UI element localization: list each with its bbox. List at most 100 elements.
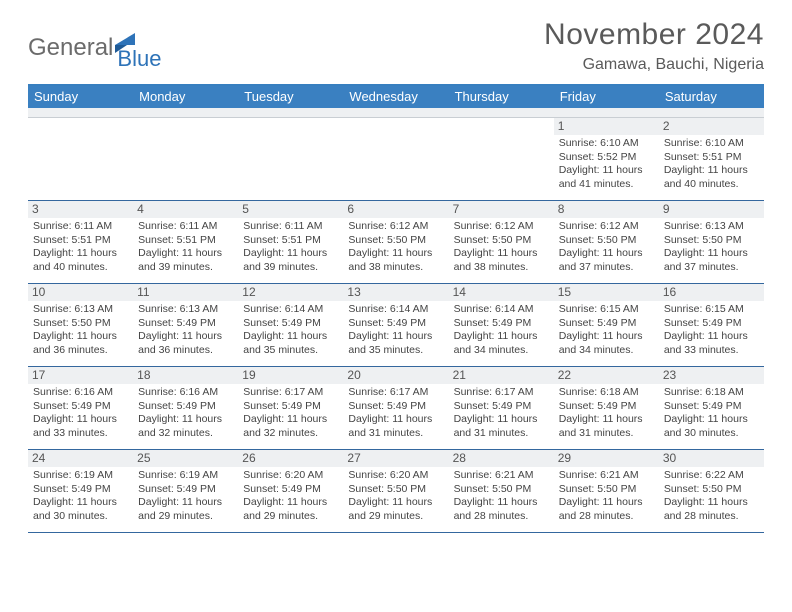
day-cell: 13Sunrise: 6:14 AMSunset: 5:49 PMDayligh… [343,284,448,366]
sunrise-text: Sunrise: 6:18 AM [559,386,654,399]
day-number: 22 [554,367,659,384]
location-text: Gamawa, Bauchi, Nigeria [544,56,764,74]
day-cell: 3Sunrise: 6:11 AMSunset: 5:51 PMDaylight… [28,201,133,283]
sunset-text: Sunset: 5:51 PM [664,151,759,164]
calendar-page: General Blue November 2024 Gamawa, Bauch… [0,0,792,543]
weekday-header: Saturday [659,86,764,108]
sunrise-text: Sunrise: 6:22 AM [664,469,759,482]
day-cell: . [28,118,133,200]
weekday-header: Sunday [28,86,133,108]
day-number: 15 [554,284,659,301]
day-cell: . [343,118,448,200]
day-number: 7 [449,201,554,218]
title-block: November 2024 Gamawa, Bauchi, Nigeria [544,18,764,74]
sunset-text: Sunset: 5:49 PM [348,400,443,413]
day-number: 8 [554,201,659,218]
daylight-text: Daylight: 11 hours and 28 minutes. [559,496,654,523]
sunrise-text: Sunrise: 6:10 AM [559,137,654,150]
day-number: 6 [343,201,448,218]
daylight-text: Daylight: 11 hours and 29 minutes. [243,496,338,523]
sunrise-text: Sunrise: 6:14 AM [348,303,443,316]
daylight-text: Daylight: 11 hours and 31 minutes. [348,413,443,440]
daylight-text: Daylight: 11 hours and 39 minutes. [138,247,233,274]
day-cell: . [238,118,343,200]
daylight-text: Daylight: 11 hours and 31 minutes. [454,413,549,440]
daylight-text: Daylight: 11 hours and 32 minutes. [243,413,338,440]
daylight-text: Daylight: 11 hours and 28 minutes. [454,496,549,523]
spacer-row [28,108,764,118]
sunrise-text: Sunrise: 6:11 AM [138,220,233,233]
weekday-header: Tuesday [238,86,343,108]
sunrise-text: Sunrise: 6:15 AM [664,303,759,316]
daylight-text: Daylight: 11 hours and 38 minutes. [348,247,443,274]
sunrise-text: Sunrise: 6:11 AM [243,220,338,233]
daylight-text: Daylight: 11 hours and 30 minutes. [664,413,759,440]
day-number: 3 [28,201,133,218]
logo-sail-icon [113,31,141,55]
day-cell: 24Sunrise: 6:19 AMSunset: 5:49 PMDayligh… [28,450,133,532]
sunset-text: Sunset: 5:50 PM [559,234,654,247]
sunset-text: Sunset: 5:49 PM [243,317,338,330]
day-cell: 17Sunrise: 6:16 AMSunset: 5:49 PMDayligh… [28,367,133,449]
daylight-text: Daylight: 11 hours and 40 minutes. [664,164,759,191]
day-number: 17 [28,367,133,384]
day-number: 13 [343,284,448,301]
weeks-container: .....1Sunrise: 6:10 AMSunset: 5:52 PMDay… [28,118,764,533]
daylight-text: Daylight: 11 hours and 41 minutes. [559,164,654,191]
day-cell: 8Sunrise: 6:12 AMSunset: 5:50 PMDaylight… [554,201,659,283]
sunrise-text: Sunrise: 6:21 AM [559,469,654,482]
day-cell: 27Sunrise: 6:20 AMSunset: 5:50 PMDayligh… [343,450,448,532]
day-cell: 19 Sunrise: 6:17 AMSunset: 5:49 PMDayligh… [238,367,343,449]
daylight-text: Daylight: 11 hours and 28 minutes. [664,496,759,523]
day-number: 11 [133,284,238,301]
day-cell: 12Sunrise: 6:14 AMSunset: 5:49 PMDayligh… [238,284,343,366]
sunset-text: Sunset: 5:51 PM [33,234,128,247]
daylight-text: Daylight: 11 hours and 35 minutes. [348,330,443,357]
week-row: 24Sunrise: 6:19 AMSunset: 5:49 PMDayligh… [28,450,764,533]
sunset-text: Sunset: 5:52 PM [559,151,654,164]
sunrise-text: Sunrise: 6:12 AM [348,220,443,233]
week-row: 10Sunrise: 6:13 AMSunset: 5:50 PMDayligh… [28,284,764,367]
day-cell: 9Sunrise: 6:13 AMSunset: 5:50 PMDaylight… [659,201,764,283]
weekday-header: Wednesday [343,86,448,108]
sunrise-text: Sunrise: 6:21 AM [454,469,549,482]
daylight-text: Daylight: 11 hours and 31 minutes. [559,413,654,440]
week-row: 17Sunrise: 6:16 AMSunset: 5:49 PMDayligh… [28,367,764,450]
day-number: 4 [133,201,238,218]
sunrise-text: Sunrise: 6:16 AM [138,386,233,399]
weekday-header: Friday [554,86,659,108]
day-cell: 30Sunrise: 6:22 AMSunset: 5:50 PMDayligh… [659,450,764,532]
day-number: 29 [554,450,659,467]
sunrise-text: Sunrise: 6:17 AM [243,386,338,399]
sunset-text: Sunset: 5:50 PM [664,234,759,247]
sunset-text: Sunset: 5:51 PM [243,234,338,247]
sunset-text: Sunset: 5:49 PM [138,317,233,330]
day-number: 19 [238,367,343,384]
day-cell: 7Sunrise: 6:12 AMSunset: 5:50 PMDaylight… [449,201,554,283]
day-cell: 25Sunrise: 6:19 AMSunset: 5:49 PMDayligh… [133,450,238,532]
day-cell: 5Sunrise: 6:11 AMSunset: 5:51 PMDaylight… [238,201,343,283]
day-cell: 11Sunrise: 6:13 AMSunset: 5:49 PMDayligh… [133,284,238,366]
sunrise-text: Sunrise: 6:17 AM [348,386,443,399]
header: General Blue November 2024 Gamawa, Bauch… [28,18,764,74]
day-cell: 20 Sunrise: 6:17 AMSunset: 5:49 PMDayligh… [343,367,448,449]
daylight-text: Daylight: 11 hours and 34 minutes. [559,330,654,357]
sunrise-text: Sunrise: 6:20 AM [348,469,443,482]
day-number: 30 [659,450,764,467]
daylight-text: Daylight: 11 hours and 33 minutes. [664,330,759,357]
daylight-text: Daylight: 11 hours and 33 minutes. [33,413,128,440]
sunrise-text: Sunrise: 6:19 AM [138,469,233,482]
day-cell: 22Sunrise: 6:18 AMSunset: 5:49 PMDayligh… [554,367,659,449]
day-cell: . [133,118,238,200]
sunset-text: Sunset: 5:49 PM [33,400,128,413]
day-cell: 16Sunrise: 6:15 AMSunset: 5:49 PMDayligh… [659,284,764,366]
daylight-text: Daylight: 11 hours and 30 minutes. [33,496,128,523]
sunset-text: Sunset: 5:49 PM [138,400,233,413]
day-cell: 28Sunrise: 6:21 AMSunset: 5:50 PMDayligh… [449,450,554,532]
day-number: 5 [238,201,343,218]
sunset-text: Sunset: 5:49 PM [33,483,128,496]
sunset-text: Sunset: 5:50 PM [33,317,128,330]
sunrise-text: Sunrise: 6:20 AM [243,469,338,482]
day-number: 20 [343,367,448,384]
sunset-text: Sunset: 5:49 PM [243,400,338,413]
